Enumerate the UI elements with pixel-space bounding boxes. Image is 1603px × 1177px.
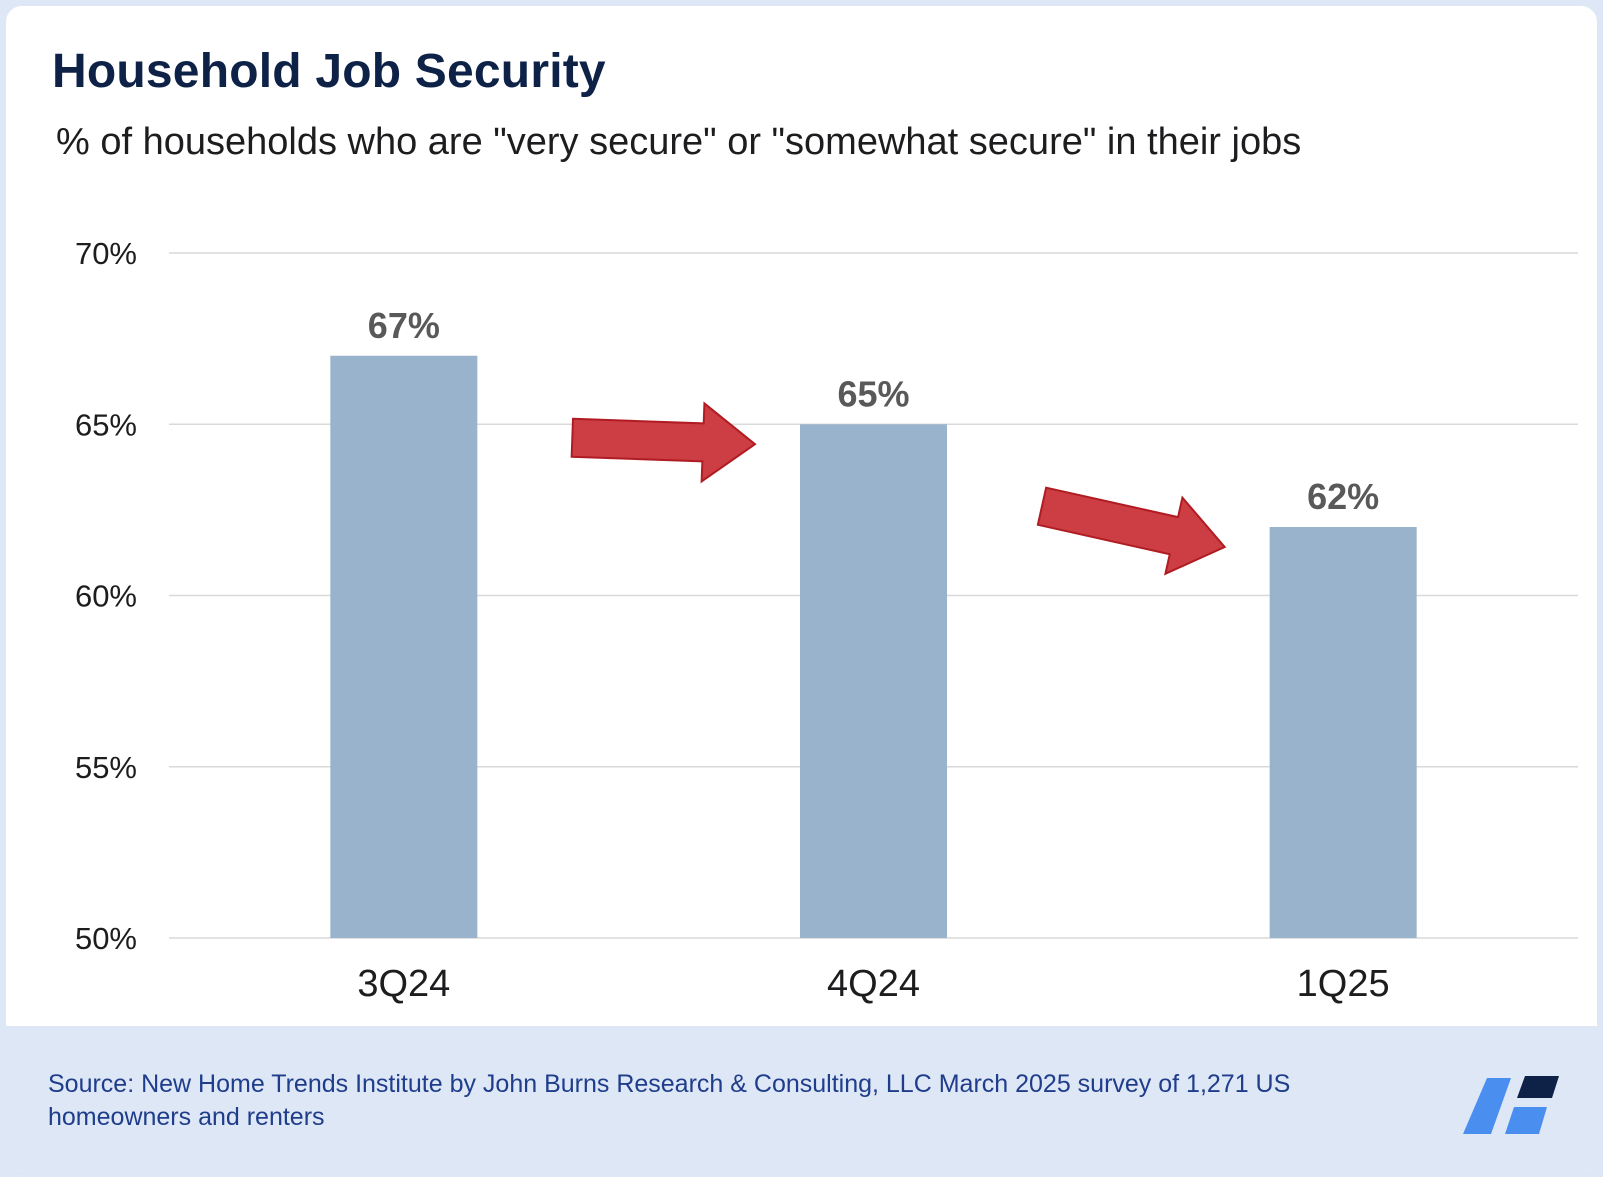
bar — [330, 355, 478, 938]
y-tick-label: 50% — [75, 921, 137, 956]
y-tick-label: 55% — [75, 750, 137, 785]
data-label: 62% — [1307, 476, 1379, 517]
y-tick-label: 65% — [75, 407, 137, 442]
bar-chart: 70% 65% 60% 55% 50% 67% 3Q24 65% 4Q24 62% 1Q25 — [75, 236, 1578, 1005]
down-arrow-icon — [570, 401, 757, 484]
data-label: 67% — [368, 305, 440, 346]
bar — [1269, 527, 1417, 938]
x-tick-label: 1Q25 — [1297, 963, 1390, 1005]
x-tick-label: 4Q24 — [827, 963, 920, 1005]
logo-top-shape — [1463, 1078, 1511, 1134]
logo-right-bottom-shape — [1505, 1107, 1547, 1134]
y-tick-label: 70% — [75, 236, 137, 271]
source-note: Source: New Home Trends Institute by Joh… — [48, 1070, 1291, 1131]
chart-title: Household Job Security — [52, 45, 606, 98]
logo-right-top-shape — [1517, 1076, 1559, 1098]
y-tick-label: 60% — [75, 579, 137, 614]
data-label: 65% — [837, 373, 909, 414]
footer: Source: New Home Trends Institute by Joh… — [6, 1026, 1597, 1171]
down-arrow-icon — [1036, 486, 1227, 576]
company-logo-icon — [1463, 1076, 1559, 1134]
bar — [800, 424, 947, 938]
x-tick-label: 3Q24 — [357, 963, 450, 1005]
chart-subtitle: % of households who are "very secure" or… — [56, 121, 1302, 163]
